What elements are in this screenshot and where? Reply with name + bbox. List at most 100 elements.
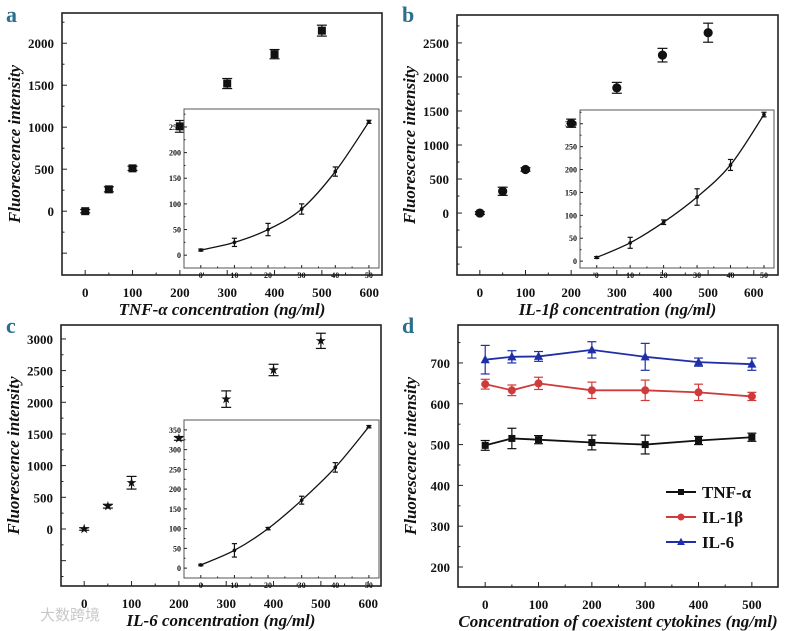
x-tick-label: 100 <box>516 285 536 300</box>
x-tick-label: 500 <box>311 596 331 611</box>
series-2-point <box>693 357 704 366</box>
data-point <box>223 79 232 88</box>
y-tick-label: 1000 <box>423 138 449 153</box>
inset-y-tick-label: 300 <box>565 120 577 129</box>
x-tick-label: 600 <box>744 285 764 300</box>
x-tick-label: 400 <box>689 597 709 612</box>
inset-y-tick-label: 0 <box>573 257 577 266</box>
inset-point <box>266 526 270 531</box>
x-tick-label: 200 <box>170 285 190 300</box>
inset-x-tick-label: 30 <box>298 271 306 280</box>
panel-letter-a: a <box>6 2 17 27</box>
series-2-point <box>480 354 490 364</box>
inset-plot-frame <box>183 419 380 579</box>
y-tick-label: 1000 <box>28 120 54 135</box>
series-0-point <box>508 434 516 442</box>
inset-y-tick-label: 100 <box>565 211 577 220</box>
y-tick-label: 700 <box>431 356 451 371</box>
x-tick-label: 300 <box>607 285 627 300</box>
y-tick-label: 2500 <box>423 36 449 51</box>
series-line-2 <box>485 348 752 366</box>
y-tick-label: 2000 <box>28 36 54 51</box>
series-1-point <box>641 386 650 395</box>
inset-x-tick-label: 0 <box>595 271 599 280</box>
watermark: 大数跨境 <box>40 606 101 624</box>
plot-frame <box>457 324 779 588</box>
inset-y-tick-label: 0 <box>177 251 181 260</box>
y-tick-label: 0 <box>47 522 54 537</box>
series-1-point <box>587 386 596 395</box>
inset-point <box>333 465 338 470</box>
data-point <box>175 122 184 131</box>
y-axis-label: Fluorescence intensity <box>401 376 420 536</box>
inset-point <box>695 195 699 199</box>
legend-label-0: TNF-α <box>702 483 752 502</box>
y-tick-label: 500 <box>430 172 450 187</box>
data-point <box>657 50 668 60</box>
y-axis-label: Fluorescence intensity <box>4 376 23 536</box>
x-tick-label: 600 <box>359 285 379 300</box>
inset-x-tick-label: 50 <box>760 271 768 280</box>
legend-label-2: IL-6 <box>702 533 734 552</box>
data-point <box>270 50 279 59</box>
y-tick-label: 400 <box>431 478 451 493</box>
inset-x-tick-label: 20 <box>660 271 668 280</box>
series-1-point <box>534 379 543 388</box>
data-point <box>317 26 326 35</box>
inset-y-tick-label: 200 <box>565 166 577 175</box>
inset-point <box>198 563 203 567</box>
legend-marker-1 <box>677 513 685 521</box>
inset-x-tick-label: 0 <box>199 581 203 590</box>
data-point <box>703 28 713 38</box>
series-1-point <box>481 380 490 389</box>
x-tick-label: 300 <box>216 596 236 611</box>
x-tick-label: 200 <box>169 596 189 611</box>
inset-point <box>232 240 237 245</box>
y-tick-label: 500 <box>431 438 451 453</box>
inset-plot-frame <box>579 109 775 269</box>
x-tick-label: 300 <box>217 285 237 300</box>
x-tick-label: 100 <box>122 596 142 611</box>
inset-x-tick-label: 40 <box>331 271 339 280</box>
y-tick-label: 1500 <box>423 104 449 119</box>
inset-x-tick-label: 30 <box>693 271 701 280</box>
y-tick-label: 2500 <box>27 364 53 379</box>
inset-fit-curve <box>200 426 370 566</box>
series-0-point <box>641 441 649 449</box>
legend-marker-2 <box>677 537 685 545</box>
inset-y-tick-label: 200 <box>169 485 181 494</box>
inset-point <box>299 207 304 211</box>
data-point <box>268 364 279 375</box>
data-point <box>79 523 90 534</box>
y-tick-label: 300 <box>431 519 451 534</box>
inset-x-tick-label: 30 <box>298 581 306 590</box>
x-tick-label: 0 <box>477 285 484 300</box>
y-tick-label: 500 <box>35 162 55 177</box>
x-tick-label: 0 <box>82 285 89 300</box>
inset-point <box>762 112 766 117</box>
inset-point <box>594 255 599 260</box>
inset-point <box>232 548 237 553</box>
inset-point <box>266 227 270 232</box>
inset-y-tick-label: 250 <box>169 123 181 132</box>
data-point <box>102 501 113 511</box>
inset-point <box>628 240 633 245</box>
data-point <box>612 83 622 93</box>
inset-x-tick-label: 0 <box>199 271 203 280</box>
panel-letter-d: d <box>402 313 414 338</box>
series-line-0 <box>484 436 752 447</box>
y-tick-label: 0 <box>443 206 450 221</box>
series-0-point <box>481 441 489 449</box>
x-tick-label: 600 <box>358 596 378 611</box>
series-line-1 <box>484 382 752 398</box>
inset-y-tick-label: 100 <box>169 525 181 534</box>
x-tick-label: 300 <box>635 597 655 612</box>
data-point <box>128 164 137 173</box>
x-axis-label: IL-1β concentration (ng/ml) <box>518 300 717 319</box>
inset-x-tick-label: 20 <box>264 581 272 590</box>
x-axis-label: IL-6 concentration (ng/ml) <box>126 611 316 630</box>
inset-point <box>728 163 733 167</box>
inset-x-tick-label: 40 <box>331 581 339 590</box>
